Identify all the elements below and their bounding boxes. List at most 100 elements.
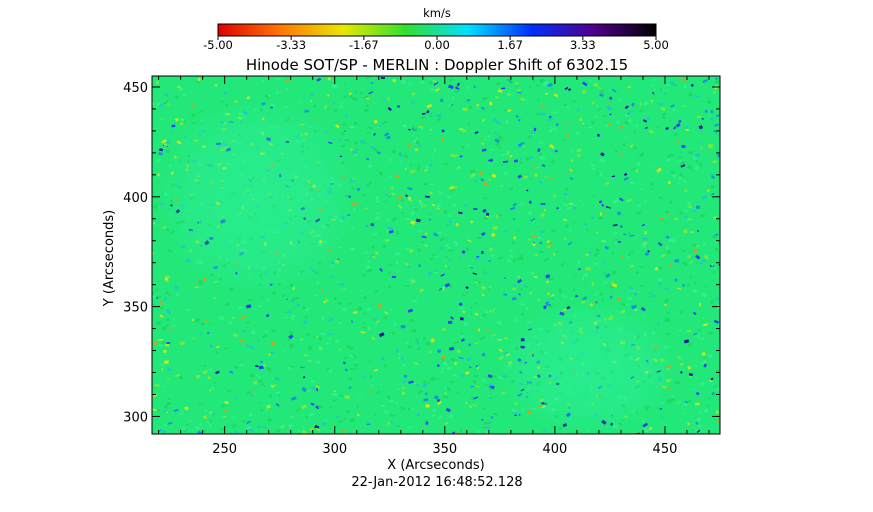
velocity-speck — [665, 245, 670, 250]
velocity-speck — [461, 250, 466, 254]
velocity-speck — [256, 339, 260, 343]
velocity-speck — [573, 206, 577, 210]
velocity-speck — [362, 141, 367, 144]
velocity-speck — [328, 337, 332, 341]
velocity-speck — [603, 281, 608, 284]
velocity-speck — [329, 406, 332, 408]
velocity-speck — [473, 85, 477, 89]
velocity-speck — [375, 200, 379, 204]
velocity-speck — [638, 152, 645, 158]
velocity-speck — [264, 409, 268, 413]
velocity-speck — [591, 168, 597, 170]
velocity-speck — [260, 408, 264, 412]
colorbar-tick-label: -1.67 — [349, 38, 379, 52]
velocity-speck — [332, 84, 338, 88]
velocity-speck — [446, 366, 452, 370]
velocity-speck — [394, 402, 399, 404]
velocity-speck — [416, 166, 422, 171]
velocity-speck — [683, 105, 687, 107]
velocity-speck — [366, 423, 371, 425]
velocity-speck — [498, 146, 501, 149]
velocity-speck — [270, 350, 275, 355]
velocity-speck — [688, 375, 693, 379]
velocity-speck — [647, 250, 650, 253]
velocity-speck — [558, 290, 563, 294]
velocity-speck — [530, 218, 536, 222]
velocity-speck — [386, 219, 390, 221]
velocity-speck — [676, 400, 682, 405]
velocity-speck — [409, 278, 414, 283]
velocity-speck — [310, 402, 315, 406]
velocity-speck — [397, 204, 403, 209]
velocity-speck — [428, 350, 432, 354]
velocity-speck — [460, 332, 464, 336]
velocity-speck — [669, 263, 673, 267]
velocity-speck — [383, 316, 388, 320]
velocity-speck — [318, 346, 323, 351]
velocity-speck — [158, 429, 162, 432]
velocity-speck — [474, 312, 479, 316]
velocity-speck — [188, 419, 192, 423]
velocity-speck — [540, 103, 545, 108]
velocity-speck — [657, 277, 663, 283]
velocity-speck — [481, 352, 486, 357]
velocity-speck — [659, 217, 664, 221]
velocity-speck — [366, 183, 369, 186]
velocity-speck — [174, 117, 179, 122]
velocity-speck — [694, 94, 698, 98]
x-tick-label: 450 — [653, 442, 678, 457]
velocity-speck — [590, 87, 593, 89]
velocity-speck — [336, 415, 340, 419]
velocity-speck — [356, 187, 361, 192]
velocity-speck — [196, 80, 201, 84]
velocity-speck — [704, 360, 707, 363]
velocity-speck — [352, 150, 358, 155]
velocity-speck — [610, 127, 614, 129]
velocity-speck — [166, 359, 169, 362]
velocity-speck — [172, 317, 175, 321]
velocity-speck — [362, 322, 366, 325]
velocity-speck — [585, 252, 590, 257]
velocity-speck — [379, 171, 384, 176]
velocity-speck — [362, 273, 366, 277]
velocity-speck — [377, 303, 383, 308]
velocity-speck — [158, 152, 163, 156]
velocity-speck — [353, 361, 357, 364]
velocity-speck — [454, 361, 458, 366]
velocity-speck — [344, 83, 347, 86]
velocity-speck — [290, 299, 295, 303]
velocity-speck — [664, 319, 668, 323]
velocity-speck — [485, 311, 490, 314]
velocity-speck — [501, 154, 505, 157]
velocity-speck — [653, 88, 656, 91]
velocity-speck — [316, 77, 322, 82]
velocity-speck — [700, 381, 706, 386]
velocity-speck — [380, 77, 385, 79]
velocity-speck — [247, 426, 252, 429]
velocity-speck — [440, 355, 446, 359]
velocity-speck — [434, 255, 439, 258]
velocity-speck — [494, 95, 500, 100]
velocity-speck — [604, 245, 609, 250]
velocity-speck — [443, 391, 448, 395]
velocity-speck — [360, 289, 363, 292]
velocity-speck — [545, 301, 550, 305]
velocity-speck — [491, 254, 495, 258]
velocity-speck — [373, 119, 378, 124]
velocity-speck — [488, 259, 492, 262]
velocity-speck — [373, 132, 377, 136]
velocity-speck — [415, 395, 419, 399]
velocity-speck — [546, 240, 550, 244]
velocity-speck — [264, 330, 268, 334]
velocity-speck — [470, 385, 474, 388]
velocity-speck — [577, 259, 581, 264]
velocity-speck — [179, 375, 184, 380]
velocity-speck — [639, 102, 642, 106]
velocity-speck — [159, 314, 164, 318]
chart-title: Hinode SOT/SP - MERLIN : Doppler Shift o… — [246, 56, 628, 74]
velocity-speck — [708, 379, 713, 383]
velocity-speck — [353, 97, 358, 101]
velocity-speck — [489, 396, 493, 400]
velocity-speck — [205, 319, 209, 322]
velocity-speck — [699, 303, 701, 307]
